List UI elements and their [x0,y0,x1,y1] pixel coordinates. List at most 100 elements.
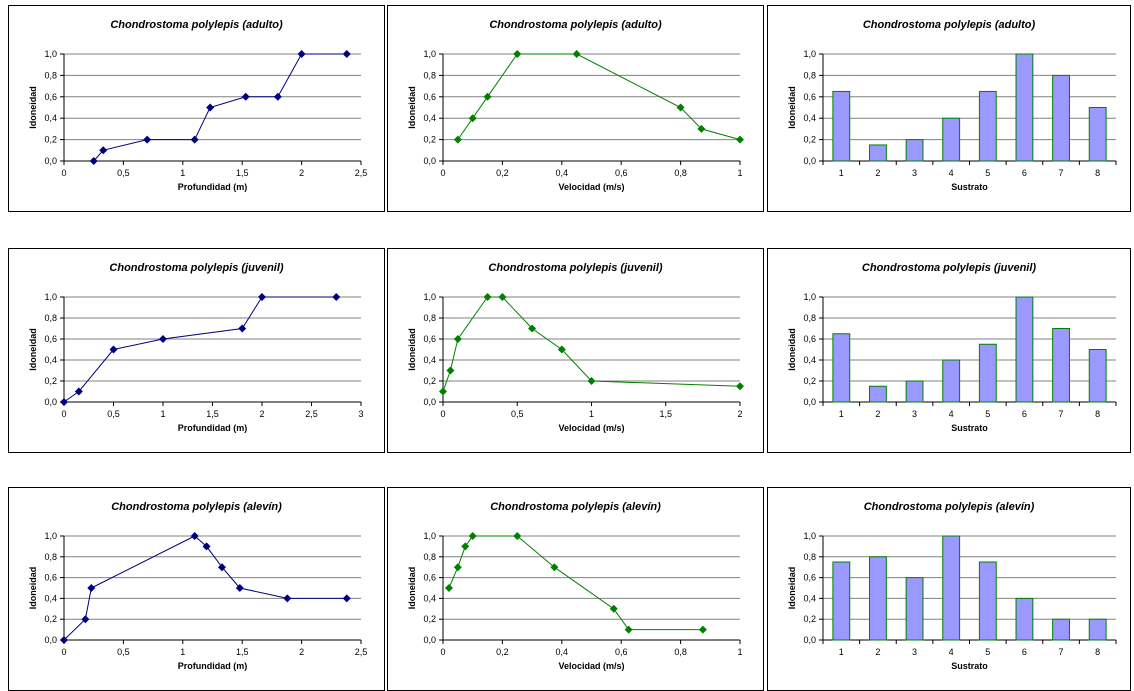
bar [832,561,851,641]
x-tick-label: 2,5 [355,168,368,178]
chart-svg: Chondrostoma polylepis (adulto) 0,0 0,2 0,4… [407,19,744,192]
x-tick-label: 7 [1059,409,1064,419]
data-point [513,50,522,58]
y-axis-label: Idoneidad [407,567,417,610]
bar [1052,328,1070,403]
y-tick-label: 0,8 [423,70,436,80]
data-point [572,50,581,58]
y-axis-label: Idoneidad [787,567,797,610]
bar [1088,618,1107,641]
x-tick-label: 0 [440,409,445,419]
y-tick-label: 0,0 [423,397,436,407]
chart-depth-fry: Chondrostoma polylepis (alevín) 0,0 0,2 0,4… [8,487,385,691]
y-tick-label: 1,0 [44,49,57,59]
data-point [109,345,118,354]
x-tick-label: 6 [1022,647,1027,657]
x-tick-label: 2,5 [305,409,318,419]
data-point [461,542,470,551]
bar [1088,107,1107,162]
x-tick-label: 4 [949,168,954,178]
x-tick-label: 5 [985,168,990,178]
data-point [587,377,596,385]
data-point [89,157,98,165]
data-point [513,532,522,540]
x-tick-label: 1,5 [206,409,219,419]
y-tick-label: 0,0 [44,156,57,166]
data-point [258,293,266,301]
data-point [439,387,447,396]
data-point [283,594,292,603]
data-point [190,532,199,540]
y-tick-label: 0,4 [44,593,57,603]
y-tick-label: 0,2 [803,614,816,624]
x-tick-label: 1 [839,409,844,419]
data-point [159,335,167,343]
bar [1015,53,1034,162]
y-tick-label: 1,0 [803,49,816,59]
y-tick-label: 0,6 [803,92,816,102]
bar [1052,618,1070,641]
data-point [698,625,707,634]
y-tick-label: 1,0 [803,531,816,541]
chart-svg: Chondrostoma polylepis (alevín) 0,0 0,2 0,4… [787,501,1117,671]
x-tick-label: 2 [875,647,880,657]
x-tick-label: 7 [1059,647,1064,657]
x-tick-label: 0,5 [511,409,524,419]
data-point [235,584,244,592]
chart-svg: Chondrostoma polylepis (alevín) 0,0 0,2 0,4… [28,501,367,671]
bar [1015,597,1034,641]
data-point [468,532,477,540]
x-tick-label: 1 [737,647,742,657]
y-tick-label: 1,0 [423,531,436,541]
x-tick-label: 1 [180,647,185,657]
bar [869,556,887,641]
x-tick-label: 0 [61,409,66,419]
x-tick-label: 0 [61,168,66,178]
x-tick-label: 0,4 [556,168,569,178]
x-tick-label: 6 [1022,168,1027,178]
data-point [202,542,211,551]
x-tick-label: 0,8 [674,647,687,657]
x-axis-label: Sustrato [951,423,988,433]
chart-title: Chondrostoma polylepis (juvenil) [862,262,1037,274]
chart-title: Chondrostoma polylepis (alevín) [490,501,661,513]
chart-title: Chondrostoma polylepis (juvenil) [488,262,663,274]
data-point [60,636,68,644]
x-tick-label: 3 [912,409,917,419]
y-axis-label: Idoneidad [28,86,38,129]
y-tick-label: 0,0 [803,635,816,645]
bar [1052,74,1070,162]
x-tick-label: 2 [737,409,742,419]
chart-title: Chondrostoma polylepis (juvenil) [109,262,284,274]
x-tick-label: 3 [358,409,363,419]
data-point [624,625,633,634]
y-tick-label: 0,4 [423,593,436,603]
y-tick-label: 0,2 [803,376,816,386]
data-point [468,114,477,123]
chart-substrate-fry: Chondrostoma polylepis (alevín) 0,0 0,2 0,4… [767,487,1131,691]
y-tick-label: 0,8 [423,313,436,323]
x-tick-label: 0,2 [496,647,509,657]
data-point [342,50,351,58]
data-point [609,604,618,613]
data-point [453,563,462,572]
y-tick-label: 0,2 [423,614,436,624]
data-point [241,92,250,101]
bar [978,561,997,641]
x-tick-label: 5 [985,647,990,657]
y-tick-label: 0,2 [44,376,57,386]
y-tick-label: 1,0 [44,531,57,541]
data-point [143,135,152,144]
y-tick-label: 1,0 [423,49,436,59]
x-tick-label: 0 [61,647,66,657]
chart-svg: Chondrostoma polylepis (juvenil) 0,0 0,2 0,… [407,262,744,433]
chart-velocity-juvenile: Chondrostoma polylepis (juvenil) 0,0 0,2 0,… [387,248,764,453]
series-line [448,535,703,631]
y-tick-label: 0,6 [44,573,57,583]
x-tick-label: 1 [589,409,594,419]
x-axis-label: Velocidad (m/s) [558,182,624,192]
bar [978,90,997,162]
chart-depth-juvenile: Chondrostoma polylepis (juvenil) 0,0 0,2 0,… [8,248,385,453]
x-tick-label: 1 [160,409,165,419]
x-tick-label: 1 [839,168,844,178]
